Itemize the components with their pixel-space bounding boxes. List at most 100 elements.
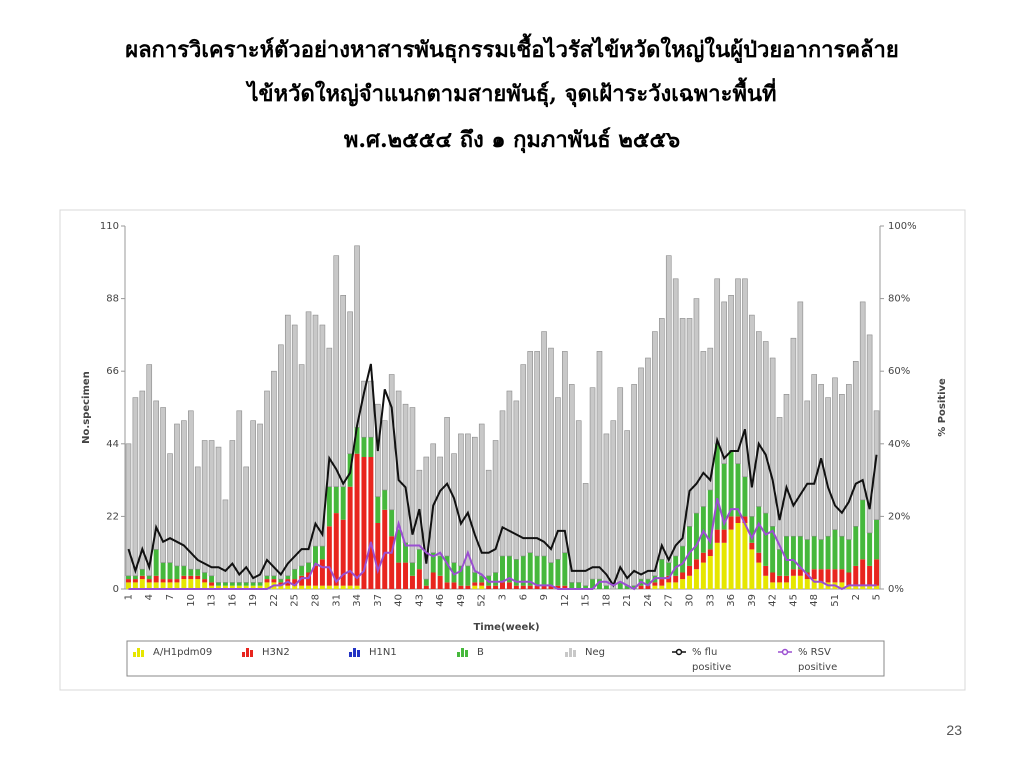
bar-segment: [160, 562, 166, 580]
bar-segment: [146, 582, 152, 589]
bar-segment: [430, 572, 436, 589]
bar-segment: [873, 410, 880, 520]
bar-segment: [652, 585, 658, 589]
bar-segment: [257, 585, 263, 589]
y-tick-label: 44: [106, 439, 119, 450]
bar-segment: [264, 582, 270, 589]
bar-segment: [312, 546, 318, 566]
bar-segment: [874, 585, 880, 589]
bar-segment: [229, 585, 235, 589]
bar-segment: [756, 506, 762, 553]
y-tick-label: 88: [106, 294, 119, 305]
bar-segment: [396, 562, 402, 589]
bar-segment: [153, 549, 159, 576]
y-tick-label: 66: [106, 366, 119, 377]
bar-segment: [319, 585, 325, 589]
bar-segment: [222, 499, 229, 583]
bar-segment: [714, 529, 720, 543]
bar-segment: [381, 420, 388, 491]
bar-segment: [437, 575, 443, 589]
bar-segment: [680, 579, 686, 589]
bar-segment: [409, 575, 415, 589]
legend-label: % RSV positive: [798, 647, 837, 673]
bar-segment: [548, 585, 554, 589]
bar-segment: [777, 549, 783, 576]
legend-swatch: [242, 652, 245, 657]
bar-segment: [333, 513, 339, 586]
bar-segment: [132, 582, 138, 589]
bar-segment: [513, 559, 519, 586]
bar-segment: [396, 529, 402, 563]
y2-tick-label: 100%: [888, 221, 917, 232]
bar-segment: [125, 582, 131, 589]
bar-segment: [638, 585, 644, 589]
bar-segment: [721, 463, 727, 530]
bar-segment: [465, 585, 471, 589]
legend-swatch: [353, 648, 356, 657]
bar-segment: [243, 466, 250, 583]
bar-segment: [389, 509, 395, 537]
x-tick-label: 9: [539, 594, 550, 600]
bar-segment: [790, 536, 796, 570]
bar-segment: [687, 565, 693, 576]
bar-segment: [590, 579, 596, 589]
bar-segment: [451, 562, 457, 583]
bar-segment: [132, 397, 139, 577]
bar-segment: [582, 483, 589, 586]
bar-segment: [340, 585, 346, 589]
bar-segment: [229, 440, 236, 583]
bar-segment: [278, 344, 284, 580]
bar-segment: [728, 516, 734, 530]
bar-segment: [195, 569, 201, 576]
bar-segment: [686, 318, 693, 527]
bar-segment: [770, 572, 776, 583]
bar-segment: [839, 393, 845, 537]
bar-segment: [541, 331, 547, 557]
legend-swatch: [781, 648, 789, 656]
bar-segment: [493, 585, 499, 589]
line-series: [127, 363, 878, 588]
x-tick-label: 10: [186, 594, 197, 607]
bar-segment: [368, 437, 374, 457]
bar-segment: [859, 301, 866, 501]
x-tick-label: 24: [643, 594, 654, 607]
bar-segment: [825, 569, 831, 583]
bar-segment: [645, 579, 651, 586]
bar-segment: [693, 513, 699, 560]
bar-segment: [783, 575, 789, 583]
bar-segment: [569, 582, 575, 589]
bar-segment: [188, 579, 194, 589]
x-tick-label: 15: [581, 594, 592, 607]
bar-segment: [839, 582, 845, 589]
bar-segment: [721, 529, 727, 543]
bar-segment: [624, 585, 630, 589]
bar-segment: [645, 585, 651, 589]
bar-segment: [555, 585, 561, 589]
bar-segment: [201, 440, 208, 573]
bar-segment: [700, 552, 706, 563]
bar-segment: [707, 549, 713, 556]
bar-segment: [735, 463, 741, 517]
bar-segment: [416, 569, 422, 589]
bar-segment: [728, 529, 734, 589]
bar-segment: [742, 278, 748, 478]
bar-segment: [132, 579, 138, 583]
bar-segment: [236, 582, 242, 586]
bar-segment: [763, 513, 769, 566]
x-axis-label: Time(week): [473, 622, 539, 633]
x-tick-label: 13: [207, 594, 218, 607]
bar-segment: [216, 585, 222, 589]
x-tick-label: 30: [685, 594, 696, 607]
bar-segment: [340, 294, 346, 487]
bar-segment: [506, 390, 513, 557]
bar-segment: [472, 585, 478, 589]
bar-segment: [326, 486, 332, 527]
bar-segment: [749, 516, 755, 543]
title-line: ไข้หวัดใหญ่จำแนกตามสายพันธุ์, จุดเฝ้าระว…: [247, 81, 777, 107]
bar-segment: [617, 387, 624, 583]
bar-segment: [534, 585, 540, 589]
bar-segment: [326, 347, 333, 488]
bar-segment: [368, 457, 374, 589]
x-tick-label: 39: [747, 594, 758, 607]
